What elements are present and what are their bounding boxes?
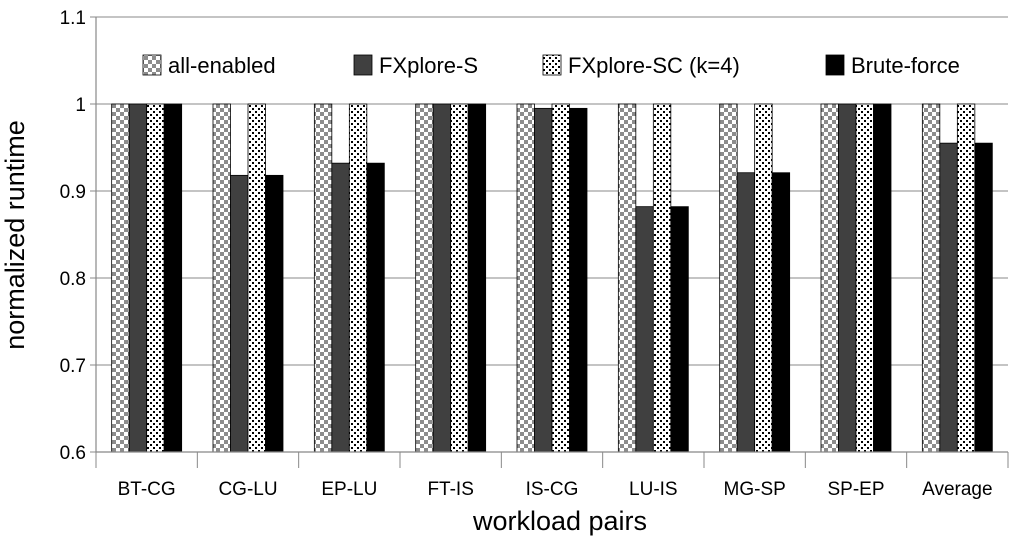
bar-fxplore-sc-k-4--average [956, 103, 976, 453]
y-tick-label: 0.8 [60, 269, 86, 290]
bar-fxplore-sc-k-4--is-cg [551, 103, 570, 453]
bar-all-enabled-is-cg [516, 103, 535, 453]
y-tick-label: 1.1 [60, 8, 86, 29]
bar-fxplore-s-average [939, 142, 958, 453]
bar-fxplore-s-cg-lu [230, 174, 249, 453]
x-tick-label: Average [922, 479, 992, 500]
bar-all-enabled-average [921, 103, 941, 453]
x-tick-label: FT-IS [427, 479, 473, 500]
bar-brute-force-is-cg [569, 107, 588, 453]
bar-fxplore-s-ft-is [432, 103, 452, 453]
bar-all-enabled-mg-sp [719, 103, 738, 453]
bar-all-enabled-lu-is [617, 103, 637, 453]
bar-brute-force-lu-is [670, 206, 689, 453]
bar-fxplore-sc-k-4--bt-cg [146, 103, 165, 453]
bar-all-enabled-ep-lu [313, 103, 333, 453]
bar-fxplore-s-bt-cg [128, 103, 148, 453]
legend-label: FXplore-SC (k=4) [568, 53, 740, 78]
y-tick-label: 0.7 [60, 356, 86, 377]
bar-brute-force-average [974, 142, 993, 453]
y-tick-label: 0.6 [60, 443, 86, 464]
legend-label: FXplore-S [379, 53, 478, 78]
bar-brute-force-bt-cg [163, 103, 183, 453]
legend-swatch [825, 54, 845, 76]
x-tick-label: CG-LU [218, 479, 277, 500]
bar-brute-force-mg-sp [771, 172, 791, 453]
bar-brute-force-ep-lu [366, 162, 385, 453]
bars [111, 103, 993, 453]
legend-swatch [542, 54, 562, 76]
bar-brute-force-ft-is [467, 103, 487, 453]
legend-swatch [142, 54, 162, 76]
legend-label: all-enabled [168, 53, 276, 78]
axes [90, 16, 1009, 468]
x-tick-label: IS-CG [526, 479, 579, 500]
bar-fxplore-sc-k-4--ep-lu [348, 103, 368, 453]
x-tick-label: LU-IS [629, 479, 678, 500]
x-axis-title: workload pairs [472, 506, 647, 536]
y-axis-title: normalized runtime [0, 120, 30, 350]
legend: all-enabled FXplore-S FXplore-SC (k=4) Brut… [142, 53, 960, 78]
x-tick-label: SP-EP [827, 479, 884, 500]
bar-all-enabled-cg-lu [212, 103, 231, 453]
x-tick-label: EP-LU [321, 479, 377, 500]
bar-all-enabled-bt-cg [111, 103, 130, 453]
legend-swatch [353, 54, 373, 76]
bar-fxplore-sc-k-4--cg-lu [247, 103, 266, 453]
bar-fxplore-sc-k-4--mg-sp [754, 103, 773, 453]
y-tick-label: 0.9 [60, 182, 86, 203]
tick-labels: 0.6 0.7 0.8 0.9 1 1.1 BT-CG CG-LU EP-LU FT-IS IS-C… [60, 8, 993, 500]
bar-fxplore-sc-k-4--sp-ep [855, 103, 874, 453]
legend-label: Brute-force [851, 53, 960, 78]
y-tick-label: 1 [75, 95, 86, 116]
bar-brute-force-sp-ep [873, 103, 892, 453]
bar-fxplore-sc-k-4--lu-is [652, 103, 672, 453]
bar-fxplore-s-ep-lu [331, 162, 350, 453]
bar-fxplore-s-sp-ep [838, 103, 857, 453]
x-tick-label: BT-CG [118, 479, 176, 500]
bar-fxplore-sc-k-4--ft-is [450, 103, 469, 453]
bar-fxplore-s-lu-is [635, 206, 654, 453]
bar-fxplore-s-is-cg [534, 107, 553, 453]
legend-background [128, 42, 998, 90]
bar-all-enabled-ft-is [415, 103, 434, 453]
bar-fxplore-s-mg-sp [736, 172, 756, 453]
bar-brute-force-cg-lu [265, 174, 284, 453]
bar-all-enabled-sp-ep [820, 103, 839, 453]
x-tick-label: MG-SP [724, 479, 786, 500]
